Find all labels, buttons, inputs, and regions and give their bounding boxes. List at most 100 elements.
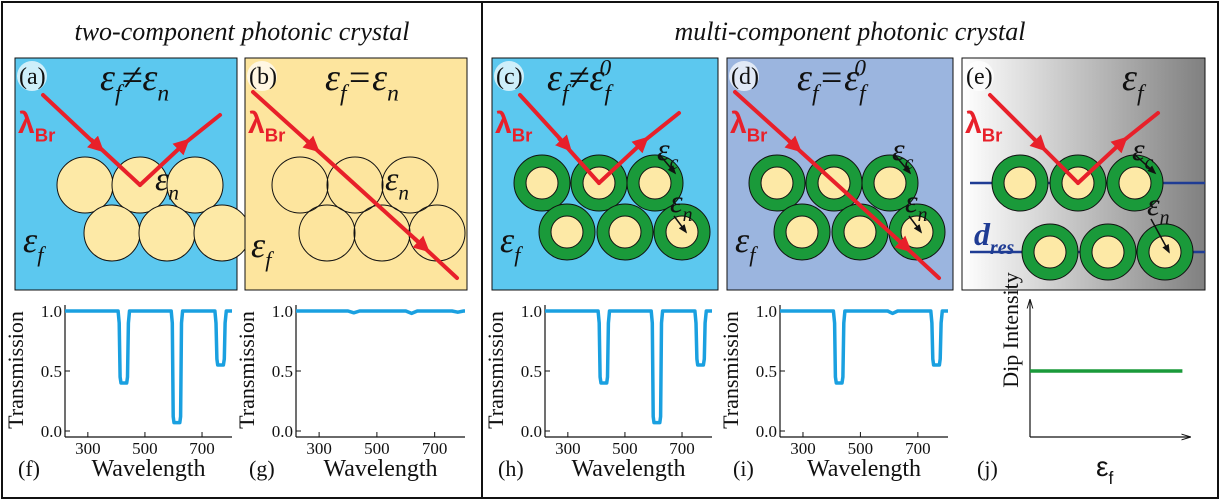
symbol-part: ε <box>657 131 670 167</box>
core <box>786 216 818 248</box>
x-axis-label: Wavelength <box>571 456 685 482</box>
core <box>639 167 671 199</box>
symbol-part: n <box>683 204 693 226</box>
symbol-part: ε <box>385 161 399 198</box>
symbol-part: ε <box>155 161 169 198</box>
plot-label: (j) <box>977 456 998 481</box>
y-axis-label: Transmission <box>718 311 743 429</box>
curve <box>65 311 232 423</box>
panel-label: (e) <box>966 64 993 90</box>
core <box>1149 236 1181 268</box>
x-axis-label: εf <box>1096 451 1113 488</box>
wavelength-symbol-part: Br <box>265 124 286 145</box>
symbol-part: ε <box>905 183 918 219</box>
equation-part: ε <box>547 57 562 99</box>
equation-part: n <box>157 81 169 107</box>
symbol-part: n <box>918 204 928 226</box>
wavelength-symbol-part: Br <box>35 124 56 145</box>
sphere <box>139 205 195 261</box>
symbol-part: ε <box>670 183 683 219</box>
symbol-part: ε <box>251 225 266 265</box>
core <box>1034 236 1066 268</box>
plot-label: (i) <box>733 456 754 481</box>
y-tick-label: 0.0 <box>41 422 62 441</box>
y-tick-label: 0.5 <box>41 362 62 381</box>
symbol-part: d <box>974 216 991 252</box>
y-tick-label: 1.0 <box>756 302 777 321</box>
symbol-part: ε <box>735 220 750 260</box>
x-axis-label: Wavelength <box>323 456 437 482</box>
y-axis-label: Dip Intensity <box>998 272 1023 388</box>
core <box>1004 167 1036 199</box>
sphere <box>194 205 250 261</box>
symbol-part: n <box>168 181 179 205</box>
equation-part: ε <box>1122 57 1137 99</box>
core <box>761 167 793 199</box>
y-axis-label: Transmission <box>483 311 508 429</box>
symbol-part: ε <box>892 131 905 167</box>
panel-label: (b) <box>249 64 277 90</box>
core <box>844 216 876 248</box>
wavelength-symbol-part: Br <box>982 124 1003 145</box>
symbol-part: n <box>1160 207 1170 229</box>
equation: εf=εf0 <box>797 56 869 107</box>
panel-label: (d) <box>731 64 759 90</box>
symbol-part: ε <box>23 220 38 260</box>
wavelength-symbol-part: λ <box>495 107 512 140</box>
y-tick-label: 0.5 <box>272 362 293 381</box>
curve <box>296 311 465 313</box>
y-axis-label: Transmission <box>3 311 28 429</box>
core <box>526 167 558 199</box>
y-tick-label: 1.0 <box>521 302 542 321</box>
core <box>609 216 641 248</box>
plot-label: (g) <box>249 456 275 481</box>
symbol-part: ε <box>1147 186 1160 222</box>
equation-part: ε <box>325 57 340 99</box>
symbol-part: n <box>398 181 409 205</box>
plot-label: (h) <box>498 456 524 481</box>
equation: εf≠εf0 <box>547 56 614 107</box>
curve <box>780 311 948 383</box>
wavelength-symbol-part: λ <box>965 107 982 140</box>
equation-part: =ε <box>819 57 860 99</box>
wavelength-symbol-part: Br <box>512 124 533 145</box>
y-tick-label: 0.5 <box>756 362 777 381</box>
symbol-part: c <box>905 152 914 174</box>
core <box>551 216 583 248</box>
sphere <box>57 157 113 213</box>
wavelength-symbol-part: Br <box>747 124 768 145</box>
plot-label: (f) <box>18 456 40 481</box>
wavelength-symbol-part: λ <box>730 107 747 140</box>
x-axis-label-part: ε <box>1096 451 1108 482</box>
equation-part: 0 <box>600 56 612 82</box>
wavelength-symbol-part: λ <box>18 107 35 140</box>
equation-part: ε <box>797 57 812 99</box>
y-tick-label: 1.0 <box>41 302 62 321</box>
symbol-part: ε <box>500 220 515 260</box>
wavelength-symbol-part: λ <box>248 107 265 140</box>
y-tick-label: 0.0 <box>272 422 293 441</box>
core <box>874 167 906 199</box>
symbol-part: c <box>670 152 679 174</box>
y-tick-label: 1.0 <box>272 302 293 321</box>
y-tick-label: 0.5 <box>521 362 542 381</box>
y-tick-label: 0.0 <box>521 422 542 441</box>
symbol-part: res <box>990 237 1015 259</box>
x-axis-label: Wavelength <box>91 456 205 482</box>
heading: two-component photonic crystal <box>74 17 409 46</box>
equation-part: =ε <box>347 57 388 99</box>
curve <box>545 311 712 423</box>
core <box>1092 236 1124 268</box>
equation-part: ε <box>100 57 115 99</box>
panel-label: (c) <box>496 64 523 90</box>
panel-label: (a) <box>19 64 46 90</box>
x-axis-label: Wavelength <box>807 456 921 482</box>
equation-part: n <box>387 81 399 107</box>
equation-part: ≠ε <box>122 57 158 99</box>
equation-part: 0 <box>854 56 866 82</box>
heading: multi-component photonic crystal <box>675 17 1026 46</box>
figure: two-component photonic crystal multi-com… <box>0 0 1220 500</box>
x-axis-label-part: f <box>1108 468 1113 488</box>
sphere <box>84 205 140 261</box>
y-tick-label: 0.0 <box>756 422 777 441</box>
